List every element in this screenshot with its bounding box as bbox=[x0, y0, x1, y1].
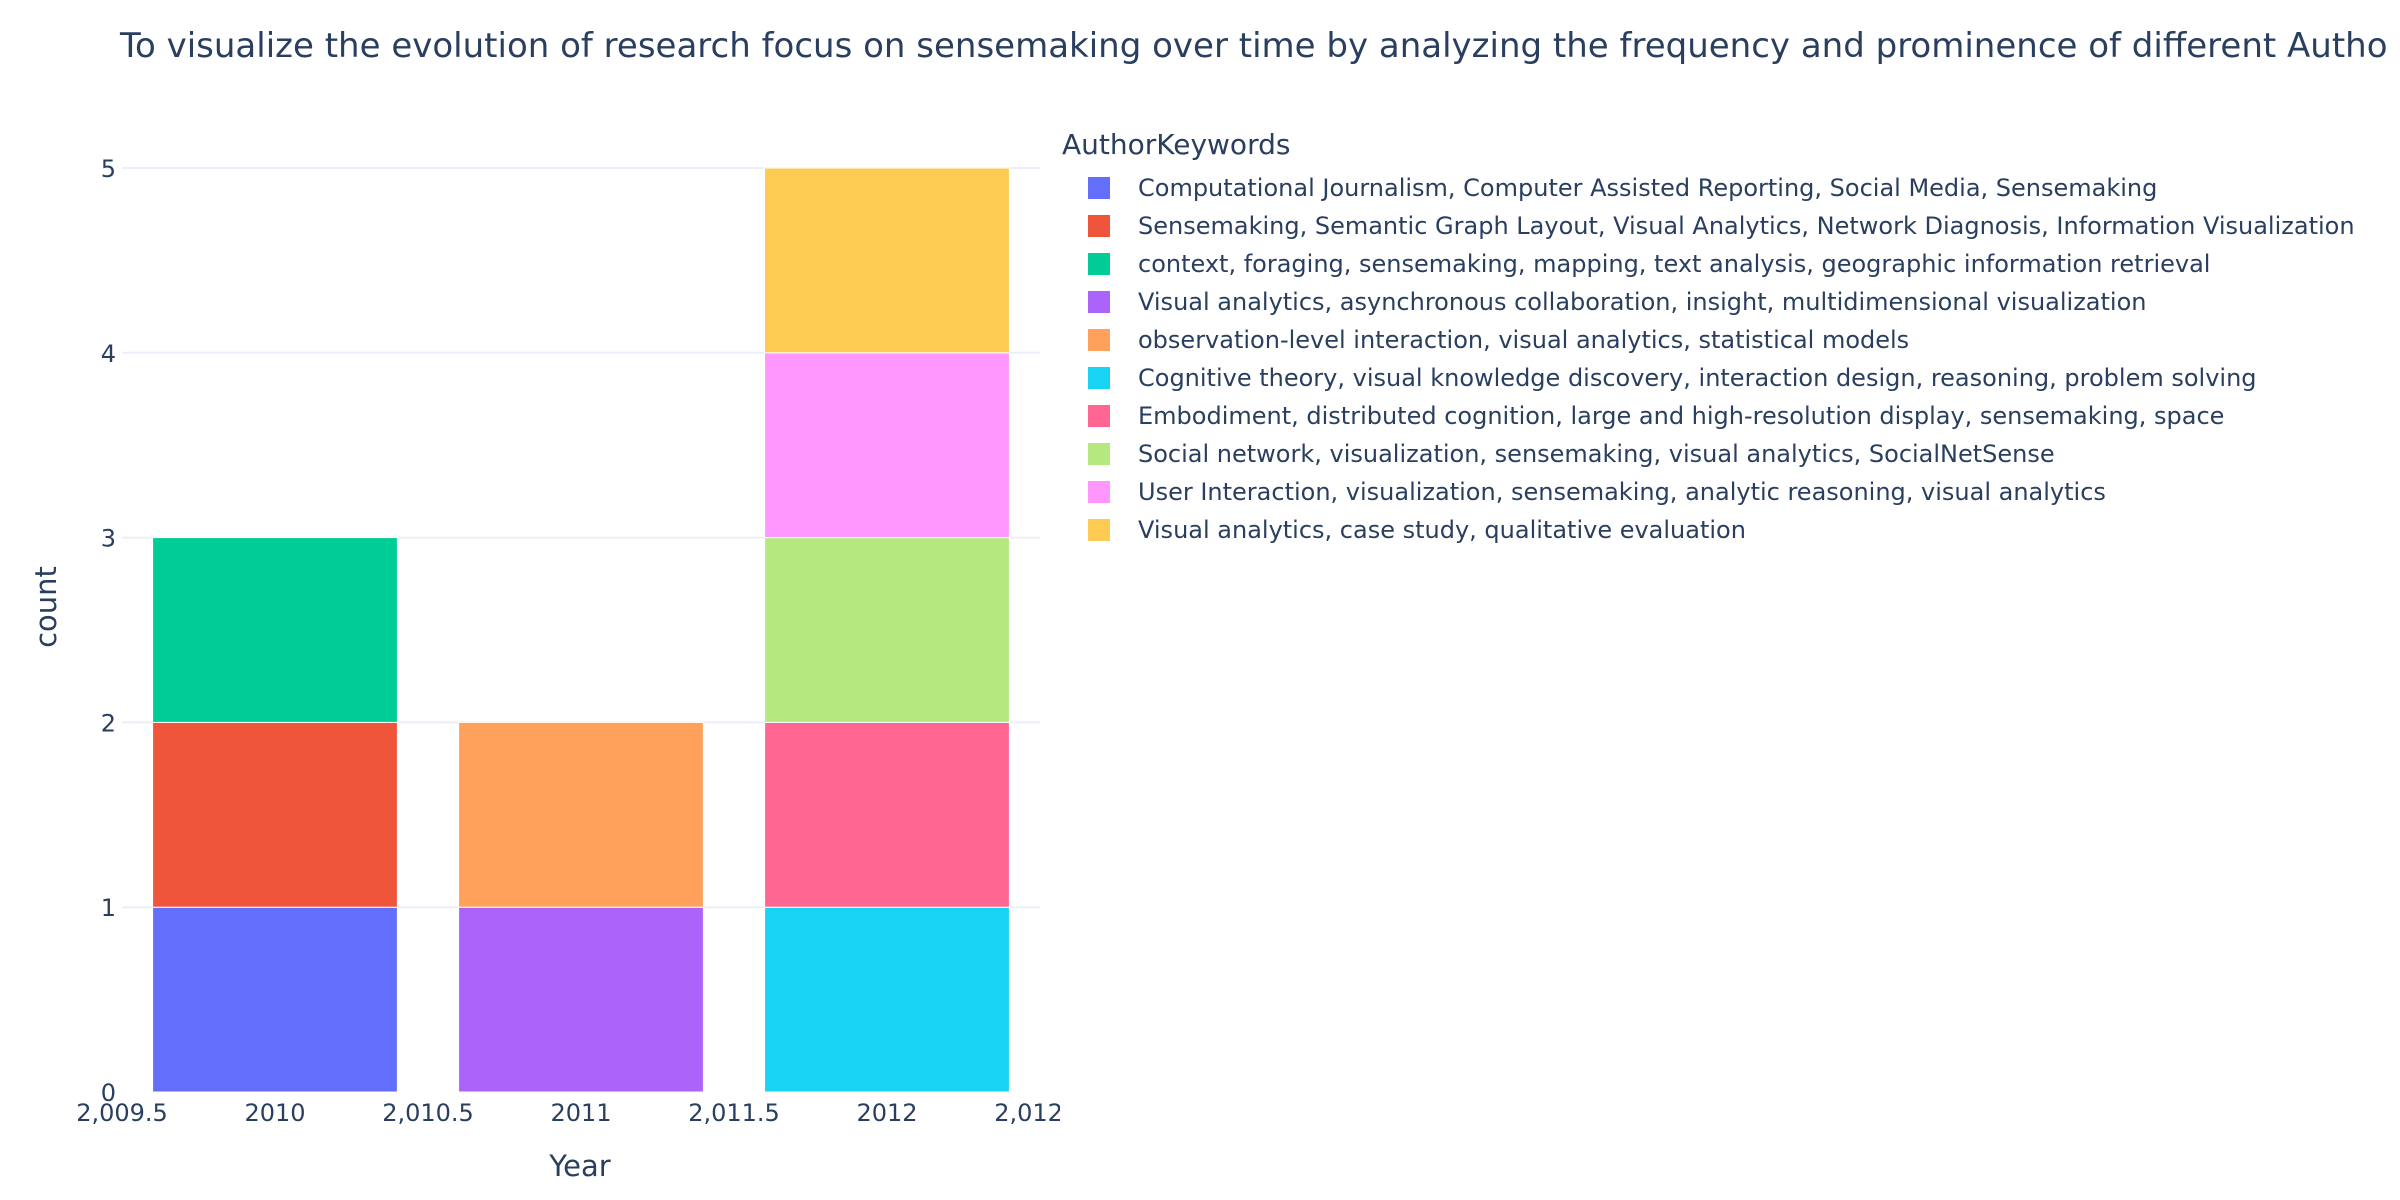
bar-segment[interactable] bbox=[764, 906, 1010, 1093]
legend-item[interactable]: observation-level interaction, visual an… bbox=[1062, 321, 2355, 359]
legend-swatch bbox=[1088, 291, 1110, 313]
legend-item[interactable]: Sensemaking, Semantic Graph Layout, Visu… bbox=[1062, 207, 2355, 245]
y-tick-label: 4 bbox=[101, 340, 116, 368]
legend-swatch bbox=[1088, 519, 1110, 541]
legend-label: Visual analytics, asynchronous collabora… bbox=[1138, 288, 2147, 316]
legend-item[interactable]: Embodiment, distributed cognition, large… bbox=[1062, 397, 2355, 435]
bar-segment[interactable] bbox=[152, 721, 398, 908]
legend-swatch bbox=[1088, 367, 1110, 389]
legend-label: Visual analytics, case study, qualitativ… bbox=[1138, 516, 1746, 544]
legend-item[interactable]: User Interaction, visualization, sensema… bbox=[1062, 473, 2355, 511]
bar-segment[interactable] bbox=[764, 352, 1010, 539]
legend-item[interactable]: Visual analytics, case study, qualitativ… bbox=[1062, 511, 2355, 549]
legend-swatch bbox=[1088, 215, 1110, 237]
legend-title: AuthorKeywords bbox=[1062, 128, 1291, 161]
y-tick-label: 1 bbox=[101, 894, 116, 922]
legend-label: User Interaction, visualization, sensema… bbox=[1138, 478, 2106, 506]
x-tick-label: 2012 bbox=[856, 1099, 917, 1127]
legend-swatch bbox=[1088, 177, 1110, 199]
legend-label: Embodiment, distributed cognition, large… bbox=[1138, 402, 2225, 430]
chart-title: To visualize the evolution of research f… bbox=[120, 26, 2388, 66]
legend-swatch bbox=[1088, 329, 1110, 351]
bar-segment[interactable] bbox=[152, 906, 398, 1093]
x-axis-ticks: 2,009.5 2010 2,010.5 2011 2,011.5 2012 2,012.5 bbox=[76, 1099, 1060, 1127]
legend-label: Cognitive theory, visual knowledge disco… bbox=[1138, 364, 2257, 392]
legend-item[interactable]: Visual analytics, asynchronous collabora… bbox=[1062, 283, 2355, 321]
bars bbox=[152, 167, 1010, 1093]
bar-segment[interactable] bbox=[764, 537, 1010, 723]
x-axis-label: Year bbox=[548, 1149, 610, 1183]
legend-items: Computational Journalism, Computer Assis… bbox=[1062, 169, 2355, 549]
y-axis-label: count bbox=[29, 566, 63, 648]
bar-segment[interactable] bbox=[458, 721, 704, 908]
bar-chart: 0 1 2 3 4 5 2,009.5 2010 2,010.5 2011 2,011.5 2012… bbox=[29, 155, 1060, 1183]
x-tick-label: 2,012.5 bbox=[994, 1099, 1060, 1127]
legend-label: Sensemaking, Semantic Graph Layout, Visu… bbox=[1138, 212, 2355, 240]
legend: AuthorKeywords Computational Journalism,… bbox=[1062, 128, 2355, 549]
bar-segment[interactable] bbox=[764, 721, 1010, 908]
y-axis-ticks: 0 1 2 3 4 5 bbox=[101, 155, 116, 1107]
legend-swatch bbox=[1088, 481, 1110, 503]
legend-label: context, foraging, sensemaking, mapping,… bbox=[1138, 250, 2211, 278]
legend-swatch bbox=[1088, 253, 1110, 275]
x-tick-label: 2,010.5 bbox=[382, 1099, 474, 1127]
x-tick-label: 2011 bbox=[550, 1099, 611, 1127]
y-tick-label: 2 bbox=[101, 709, 116, 737]
x-tick-label: 2,011.5 bbox=[688, 1099, 780, 1127]
y-tick-label: 5 bbox=[101, 155, 116, 183]
legend-label: Computational Journalism, Computer Assis… bbox=[1138, 174, 2158, 202]
legend-label: Social network, visualization, sensemaki… bbox=[1138, 440, 2055, 468]
bar-segment[interactable] bbox=[764, 167, 1010, 354]
x-tick-label: 2010 bbox=[244, 1099, 305, 1127]
legend-item[interactable]: context, foraging, sensemaking, mapping,… bbox=[1062, 245, 2355, 283]
legend-swatch bbox=[1088, 443, 1110, 465]
legend-label: observation-level interaction, visual an… bbox=[1138, 326, 1910, 354]
legend-swatch bbox=[1088, 405, 1110, 427]
legend-item[interactable]: Social network, visualization, sensemaki… bbox=[1062, 435, 2355, 473]
x-tick-label: 2,009.5 bbox=[76, 1099, 168, 1127]
y-tick-label: 3 bbox=[101, 525, 116, 553]
legend-item[interactable]: Computational Journalism, Computer Assis… bbox=[1062, 169, 2355, 207]
y-tick-label: 0 bbox=[101, 1079, 116, 1107]
bar-segment[interactable] bbox=[152, 537, 398, 723]
bar-segment[interactable] bbox=[458, 906, 704, 1093]
legend-item[interactable]: Cognitive theory, visual knowledge disco… bbox=[1062, 359, 2355, 397]
